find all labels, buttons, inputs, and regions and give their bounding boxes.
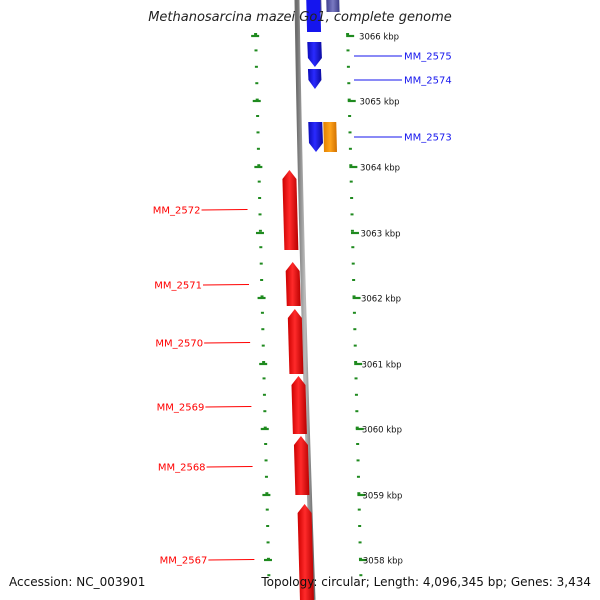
gene-label: MM_2573 [404,133,452,144]
genes-value: 3,434 [556,575,591,589]
accession-value: NC_003901 [76,575,146,589]
gene-label: MM_2572 [153,206,201,217]
genes-label: Genes: [510,575,553,589]
gene-leader-line [202,284,250,286]
kbp-tick-label: 3062 kbp [361,295,401,305]
gene-arrow-forward [306,0,322,32]
gene-label: MM_2574 [404,76,452,87]
gene-arrow-MM_2570 [287,309,304,374]
kbp-tick-label: 3059 kbp [362,492,402,502]
kbp-tick-label: 3064 kbp [360,164,400,174]
gene-arrow-MM_2569 [291,376,307,434]
topology-label: Topology: [261,575,318,589]
kbp-tick-label: 3066 kbp [359,33,399,43]
length-value: 4,096,345 bp [422,575,503,589]
gene-arrow-MM_2573 [308,122,323,152]
length-label: Length: [373,575,420,589]
kbp-tick-label: 3061 kbp [361,361,401,371]
gene-arrow-MM_2567 [297,504,314,600]
kbp-tick-layer: 3066 kbp 3065 kbp 3064 kbp 3063 kbp 3062 kbp… [251,33,403,577]
other-feature-box [323,122,337,152]
accession-label: Accession: [9,575,73,589]
topology-value: circular [321,575,366,589]
gene-label: MM_2575 [404,52,452,63]
gene-label: MM_2569 [157,403,205,414]
gene-label: MM_2570 [155,339,203,350]
gene-arrow-MM_2571 [285,262,301,306]
gene-leader-line [208,559,255,561]
genome-stats-footer: Topology: circular; Length: 4,096,345 bp… [261,575,591,589]
gene-arrow-MM_2574 [307,69,322,89]
gene-arrow-MM_2575 [307,42,322,67]
gene-label-layer: MM_2575 MM_2574 MM_2573 MM_2572 MM_2571 MM_25… [153,52,452,567]
gene-leader-line [201,209,248,211]
gene-leader-line [204,342,251,344]
kbp-tick-label: 3060 kbp [362,426,402,436]
gene-arrow-MM_2568 [293,436,310,495]
gene-label: MM_2571 [154,281,202,292]
kbp-tick-label: 3065 kbp [360,98,400,108]
faded-feature [326,0,340,12]
gene-leader-line [206,466,253,468]
gene-leader-line [205,406,252,408]
gene-label: MM_2567 [160,556,208,567]
accession-footer: Accession: NC_003901 [9,575,145,589]
map-title: Methanosarcina mazei Go1, complete genom… [148,10,452,25]
kbp-tick-label: 3058 kbp [363,557,403,567]
kbp-tick-label: 3063 kbp [360,230,400,240]
gene-arrow-MM_2572 [282,170,299,250]
gene-label: MM_2568 [158,463,206,474]
gene-layer [282,0,340,600]
